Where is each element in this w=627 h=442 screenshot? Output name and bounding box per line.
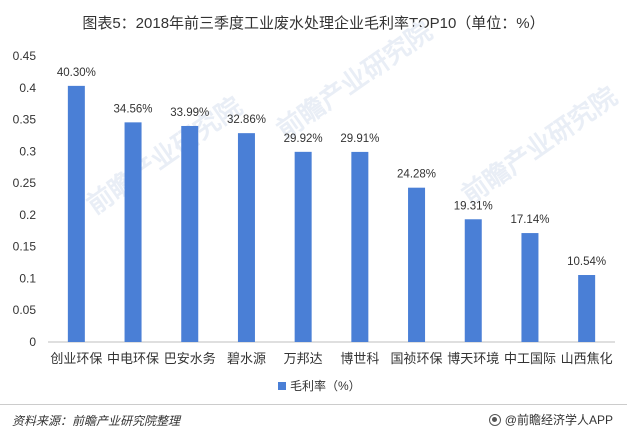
bar <box>294 151 312 342</box>
y-tick-label: 0.25 <box>13 176 37 190</box>
y-tick-label: 0.4 <box>19 81 36 95</box>
data-label: 33.99% <box>170 107 209 119</box>
chart-title: 图表5：2018年前三季度工业废水处理企业毛利率TOP10（单位：%） <box>82 15 545 32</box>
x-tick-label: 巴安水务 <box>164 351 216 366</box>
brand-credit: @前瞻经济学人APP <box>488 411 613 428</box>
watermark-text: 前瞻产业研究院 <box>81 91 247 220</box>
data-label: 32.86% <box>227 114 266 126</box>
x-tick-label: 中电环保 <box>107 351 159 366</box>
data-label: 19.31% <box>454 200 493 212</box>
x-tick-label: 博世科 <box>340 351 379 366</box>
chart-legend: 毛利率（%） <box>278 378 361 393</box>
x-tick-label: 万邦达 <box>284 351 323 366</box>
x-tick-label: 博天环境 <box>447 351 499 366</box>
data-label: 10.54% <box>567 256 606 268</box>
watermark-text: 前瞻产业研究院 <box>271 16 437 145</box>
data-label: 29.92% <box>284 133 323 145</box>
y-tick-label: 0.3 <box>19 144 36 158</box>
y-tick-label: 0.05 <box>13 303 37 317</box>
y-tick-label: 0.1 <box>19 271 36 285</box>
bar <box>578 275 596 342</box>
bar <box>464 219 482 342</box>
data-label: 24.28% <box>397 169 436 181</box>
bar <box>521 233 539 342</box>
x-tick-label: 国祯环保 <box>391 351 443 366</box>
bar <box>237 133 255 342</box>
bar <box>67 85 85 343</box>
x-tick-label: 创业环保 <box>50 351 102 366</box>
y-tick-label: 0.45 <box>13 49 37 63</box>
watermark-text: 前瞻产业研究院 <box>456 81 622 210</box>
data-label: 34.56% <box>114 103 153 115</box>
data-label: 17.14% <box>510 214 549 226</box>
data-label: 29.91% <box>340 133 379 145</box>
x-axis: 创业环保 中电环保 巴安水务 碧水源 万邦达 博世科 国祯环保 博天环境 中工国际 山西焦化 <box>48 341 615 366</box>
bar <box>181 125 199 342</box>
y-tick-label: 0.15 <box>13 240 37 254</box>
brand-logo-icon <box>488 413 501 426</box>
data-label: 40.30% <box>57 67 96 79</box>
bar <box>408 187 426 342</box>
y-tick-label: 0 <box>29 335 36 349</box>
brand-label: @前瞻经济学人APP <box>504 413 613 427</box>
footer-divider <box>0 404 627 405</box>
bar <box>351 151 369 342</box>
x-tick-label: 山西焦化 <box>561 351 613 366</box>
x-tick-label: 中工国际 <box>504 351 556 366</box>
y-axis: 0 0.05 0.1 0.15 0.2 0.25 0.3 0.35 0.4 0.45 <box>13 49 37 349</box>
legend-label: 毛利率（%） <box>290 378 361 393</box>
legend-swatch <box>278 382 286 390</box>
y-tick-label: 0.2 <box>19 208 36 222</box>
bar <box>124 122 142 343</box>
x-tick-label: 碧水源 <box>227 351 266 366</box>
source-note: 资料来源：前瞻产业研究院整理 <box>12 414 181 428</box>
bar-series: 40.30% 34.56% 33.99% 32.86% 29.92% 29.91% 24.2… <box>57 67 606 343</box>
y-tick-label: 0.35 <box>13 113 37 127</box>
